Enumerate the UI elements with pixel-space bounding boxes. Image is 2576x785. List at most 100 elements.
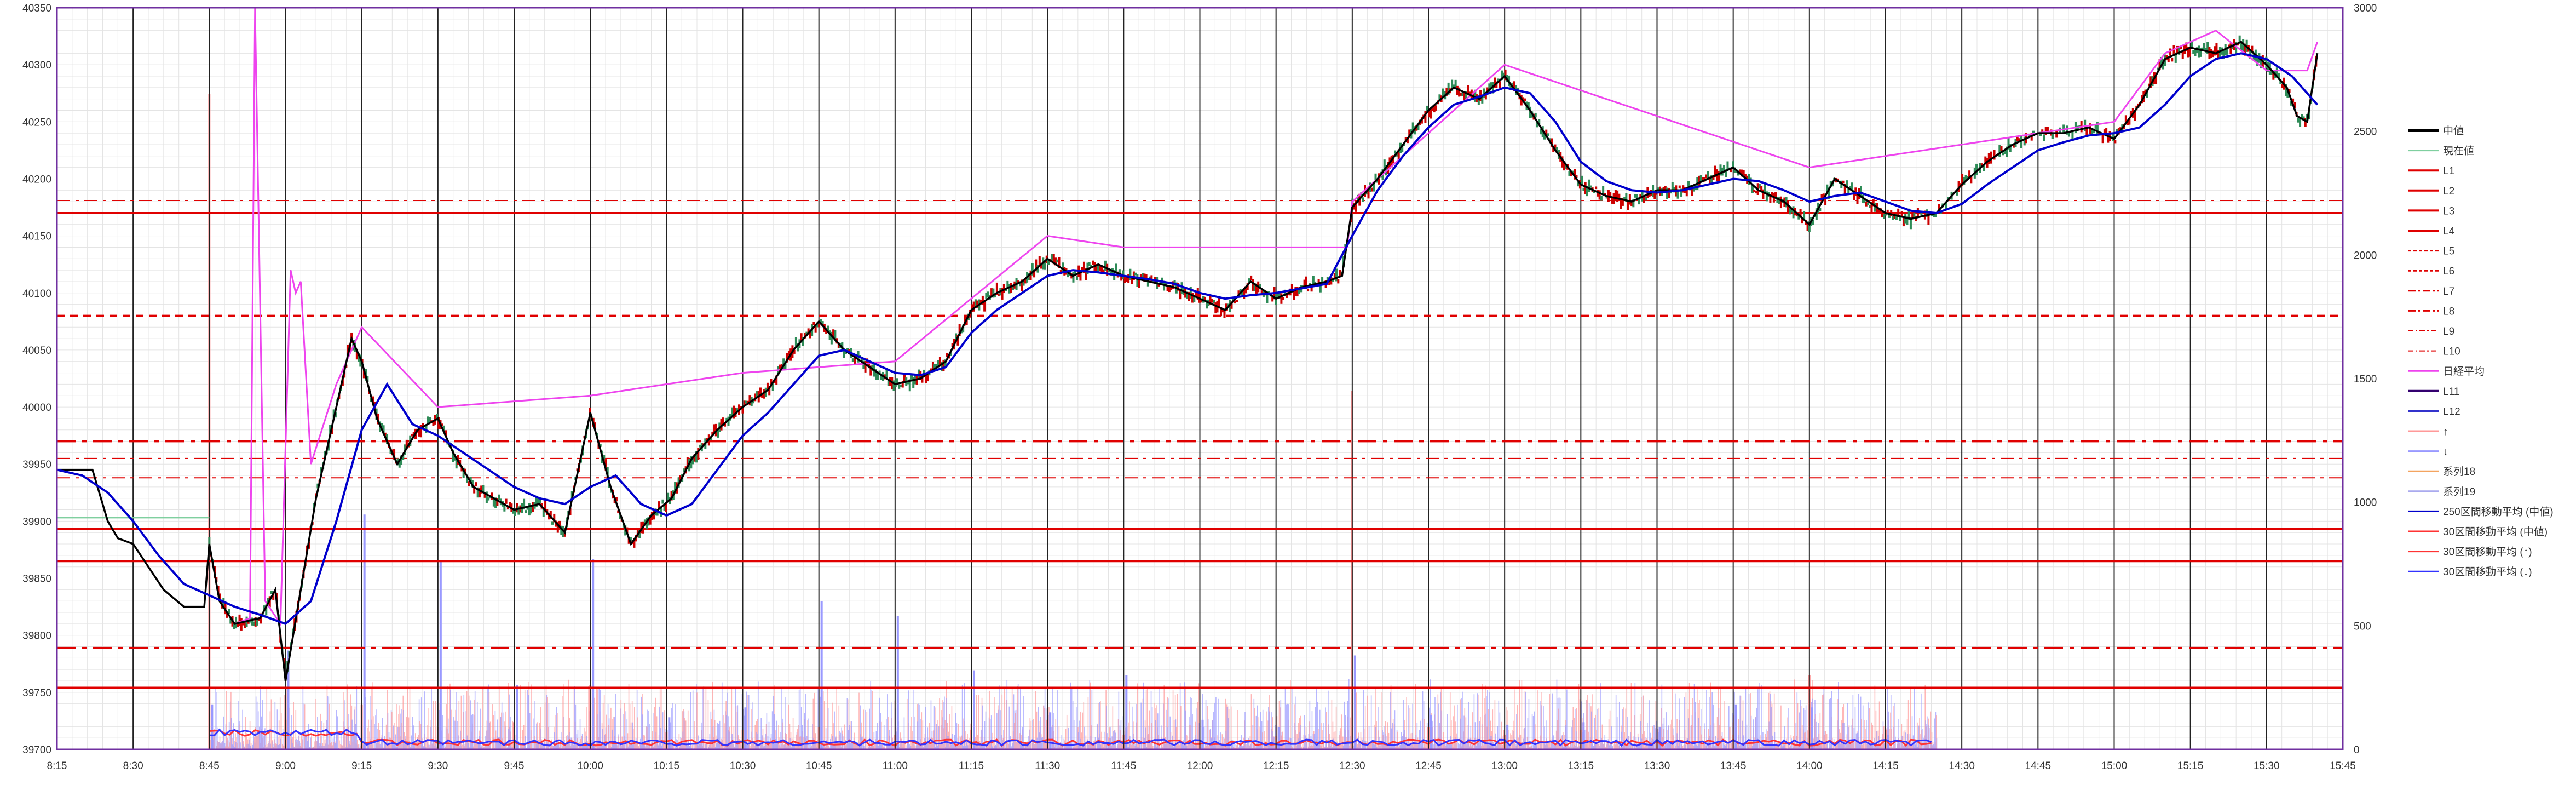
legend-label: L6	[2443, 266, 2454, 277]
volume-bar-up	[836, 688, 837, 749]
candle	[1337, 279, 1339, 283]
volume-bar-down	[615, 694, 616, 749]
x-tick-label: 13:15	[1568, 760, 1594, 772]
volume-bar-down	[413, 725, 414, 749]
volume-bar-down	[528, 695, 529, 749]
volume-bar-up	[347, 684, 348, 749]
volume-bar-up	[865, 737, 866, 749]
volume-bar-down	[1458, 743, 1459, 749]
volume-spike-down	[897, 616, 899, 749]
x-tick-label: 10:30	[730, 760, 756, 772]
volume-bar-up	[1578, 684, 1580, 749]
legend-label: L9	[2443, 326, 2454, 337]
volume-bar-down	[1611, 726, 1612, 749]
volume-bar-up	[763, 729, 764, 749]
volume-bar-up	[747, 695, 748, 749]
x-tick-label: 13:30	[1644, 760, 1670, 772]
candle	[2114, 140, 2116, 144]
volume-bar-up	[1321, 723, 1322, 749]
volume-bar-down	[240, 742, 241, 749]
volume-bar-down	[411, 735, 412, 749]
volume-bar-up	[563, 684, 564, 749]
volume-bar-down	[1571, 727, 1572, 749]
y-tick-label: 40050	[22, 345, 51, 357]
legend-label: ↑	[2443, 426, 2448, 438]
legend-label: 系列18	[2443, 466, 2475, 478]
volume-bar-up	[661, 687, 662, 749]
volume-bar-up	[482, 688, 483, 749]
volume-bar-down	[525, 736, 526, 749]
y2-tick-label: 0	[2354, 744, 2360, 756]
candle	[1990, 152, 1992, 164]
candle	[1600, 196, 1603, 200]
volume-bar-up	[1625, 708, 1626, 749]
volume-bar-down	[1647, 723, 1648, 749]
y2-tick-label: 1500	[2354, 374, 2377, 385]
candle	[1774, 192, 1777, 197]
candle	[1920, 213, 1922, 216]
volume-bar-up	[1689, 683, 1690, 749]
x-tick-label: 8:30	[123, 760, 143, 772]
x-tick-label: 11:15	[959, 760, 984, 772]
volume-bar-up	[1424, 719, 1425, 749]
volume-bar-down	[1010, 736, 1011, 749]
volume-bar-up	[371, 689, 372, 749]
legend-label: 系列19	[2443, 486, 2475, 498]
y2-tick-label: 2500	[2354, 127, 2377, 138]
volume-bar-down	[879, 698, 880, 749]
y-tick-label: 40000	[22, 402, 51, 414]
x-tick-label: 9:45	[504, 760, 525, 772]
volume-bar-up	[1137, 683, 1138, 749]
volume-bar-down	[1922, 729, 1923, 749]
volume-bar-up	[539, 723, 540, 749]
volume-bar-up	[1875, 685, 1876, 749]
volume-bar-up	[596, 688, 597, 749]
volume-bar-down	[600, 690, 601, 749]
volume-spike-down	[1125, 675, 1127, 749]
x-tick-label: 10:00	[577, 760, 603, 772]
x-tick-label: 11:00	[883, 760, 908, 772]
volume-bar-up	[1891, 729, 1892, 749]
volume-bar-down	[1621, 732, 1622, 749]
volume-bar-up	[937, 720, 938, 749]
volume-bar-up	[407, 689, 408, 749]
volume-spike-down	[1659, 727, 1661, 749]
volume-bar-up	[1720, 687, 1721, 749]
volume-spike-down	[1278, 727, 1280, 749]
volume-bar-up	[372, 682, 373, 749]
volume-bar-up	[1128, 723, 1129, 749]
candle	[1899, 217, 1901, 221]
candle	[2189, 48, 2191, 57]
volume-bar-down	[533, 719, 534, 749]
volume-bar-up	[547, 697, 548, 749]
candle	[2047, 127, 2049, 131]
volume-bar-up	[301, 734, 302, 749]
volume-bar-up	[1031, 721, 1032, 749]
y2-tick-label: 500	[2354, 621, 2371, 632]
volume-bar-up	[1332, 700, 1333, 749]
legend-label: L2	[2443, 186, 2454, 197]
volume-bar-up	[1197, 702, 1198, 749]
volume-bar-down	[1070, 683, 1071, 749]
volume-bar-up	[734, 726, 735, 749]
volume-bar-down	[275, 702, 276, 749]
volume-bar-down	[758, 681, 759, 749]
candle	[2239, 36, 2241, 42]
y-tick-label: 40100	[22, 288, 51, 300]
volume-bar-up	[281, 713, 282, 749]
x-tick-label: 15:15	[2177, 760, 2204, 772]
y2-tick-label: 3000	[2354, 3, 2377, 14]
volume-bar-up	[637, 717, 638, 749]
x-tick-label: 15:45	[2330, 760, 2356, 772]
x-tick-label: 14:00	[1796, 760, 1823, 772]
volume-bar-up	[1482, 684, 1483, 749]
volume-bar-down	[1218, 699, 1219, 749]
legend-label: L8	[2443, 306, 2454, 317]
volume-bar-up	[1367, 696, 1368, 749]
x-tick-label: 10:15	[654, 760, 680, 772]
candle	[1842, 181, 1845, 183]
volume-bar-up	[978, 695, 979, 749]
volume-spike-down	[1202, 720, 1204, 749]
volume-bar-up	[1081, 732, 1082, 749]
volume-bar-down	[772, 711, 773, 749]
